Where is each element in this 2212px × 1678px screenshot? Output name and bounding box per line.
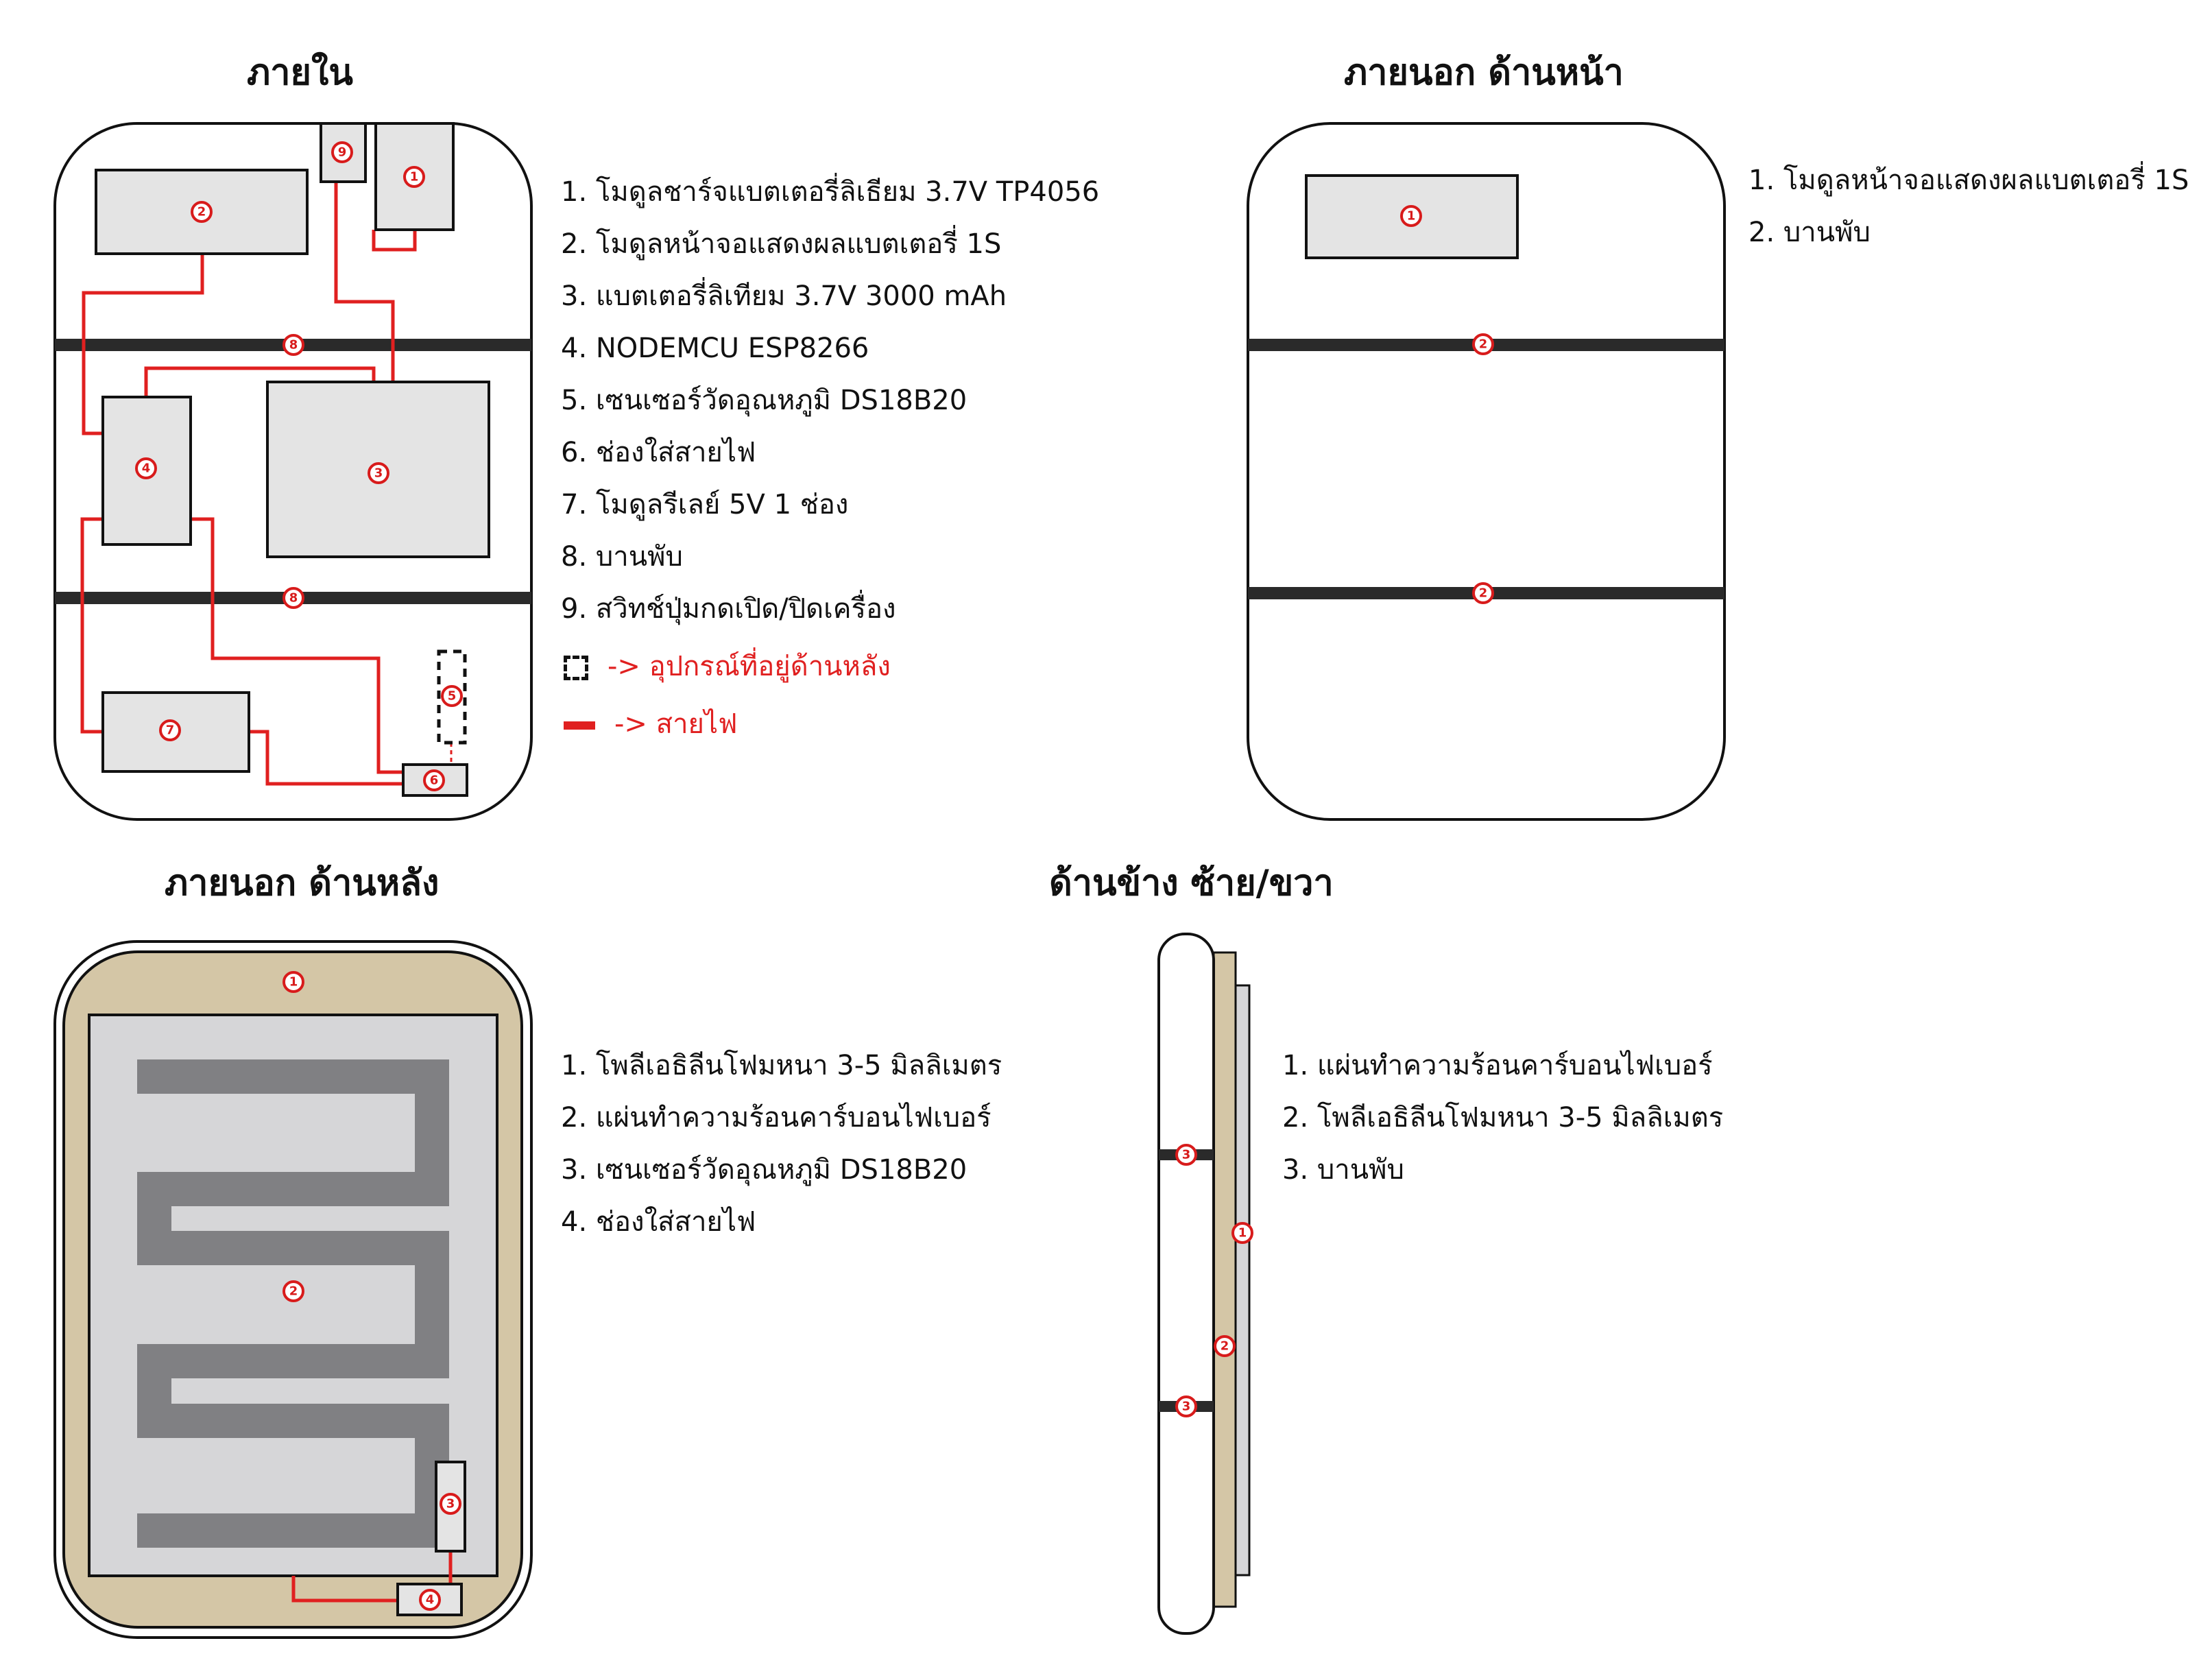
inside-legend-item: 9. สวิทช์ปุ่มกดเปิด/ปิดเครื่อง [561, 593, 896, 625]
inside-legend-item: 6. ช่องใส่สายไฟ [561, 437, 756, 468]
module-3-battery [266, 381, 490, 558]
front-legend: 1. โมดูลหน้าจอแสดงผลแบตเตอรี่ 1S 2. บานพ… [1748, 154, 2189, 259]
side-marker-3-bottom: 3 [1175, 1395, 1197, 1417]
back-legend: 1. โพลีเอธิลีนโฟมหนา 3-5 มิลลิเมตร 2. แผ… [561, 1040, 1002, 1248]
inside-legend: 1. โมดูลชาร์จแบตเตอรี่ลิเธียม 3.7V TP405… [561, 166, 1099, 635]
marker-4-label: 4 [142, 462, 151, 476]
back-marker-2-label: 2 [289, 1284, 298, 1299]
marker-8-top-label: 8 [289, 338, 298, 352]
key-back-device-label: -> อุปกรณ์ที่อยู่ด้านหลัง [608, 651, 891, 682]
back-marker-2: 2 [282, 1280, 304, 1302]
front-marker-1: 1 [1400, 205, 1422, 227]
marker-2: 2 [191, 201, 213, 223]
side-legend: 1. แผ่นทำความร้อนคาร์บอนไฟเบอร์ 2. โพลีเ… [1282, 1040, 1723, 1196]
inside-legend-item: 3. แบตเตอรี่ลิเทียม 3.7V 3000 mAh [561, 280, 1007, 312]
marker-7: 7 [159, 719, 181, 741]
side-case [1157, 933, 1215, 1635]
key-back-device: -> อุปกรณ์ที่อยู่ด้านหลัง [564, 653, 891, 680]
inside-legend-item: 7. โมดูลรีเลย์ 5V 1 ช่อง [561, 489, 849, 520]
inside-legend-item: 4. NODEMCU ESP8266 [561, 333, 869, 364]
marker-4: 4 [135, 457, 157, 479]
front-title: ภายนอก ด้านหน้า [1344, 52, 1624, 93]
marker-9: 9 [331, 141, 353, 163]
marker-5: 5 [441, 685, 463, 707]
front-case [1247, 122, 1726, 821]
side-marker-1: 1 [1231, 1222, 1253, 1244]
front-marker-2-top-label: 2 [1479, 337, 1488, 352]
front-marker-2-top: 2 [1472, 333, 1494, 355]
dashed-square-icon [564, 656, 588, 680]
side-marker-2: 2 [1214, 1335, 1236, 1357]
marker-1-label: 1 [410, 170, 419, 184]
back-wire [291, 1576, 398, 1603]
marker-1: 1 [403, 166, 425, 188]
key-wire: -> สายไฟ [564, 710, 737, 738]
back-legend-item: 2. แผ่นทำความร้อนคาร์บอนไฟเบอร์ [561, 1102, 991, 1134]
marker-8-bottom: 8 [282, 587, 304, 609]
side-legend-item: 3. บานพับ [1282, 1154, 1404, 1186]
back-legend-item: 4. ช่องใส่สายไฟ [561, 1206, 756, 1238]
side-marker-3-bottom-label: 3 [1182, 1400, 1191, 1414]
back-markers: 1 2 3 4 [282, 971, 461, 1611]
marker-7-label: 7 [166, 723, 175, 738]
side-foam-layer [1212, 951, 1237, 1608]
front-legend-item: 2. บานพับ [1748, 217, 1871, 248]
front-marker-1-label: 1 [1407, 209, 1416, 224]
back-title: ภายนอก ด้านหลัง [165, 863, 440, 904]
back-marker-3: 3 [440, 1493, 461, 1515]
side-markers: 3 3 1 2 [1175, 1144, 1253, 1417]
red-wire-icon [564, 721, 595, 730]
back-marker-4-label: 4 [426, 1593, 435, 1607]
front-legend-item: 1. โมดูลหน้าจอแสดงผลแบตเตอรี่ 1S [1748, 165, 2189, 196]
marker-6: 6 [423, 769, 445, 791]
inside-legend-item: 5. เซนเซอร์วัดอุณหภูมิ DS18B20 [561, 385, 967, 416]
inside-legend-item: 8. บานพับ [561, 541, 683, 573]
side-marker-3-top: 3 [1175, 1144, 1197, 1166]
back-marker-1-label: 1 [289, 975, 298, 990]
front-markers: 1 2 2 [1400, 205, 1494, 604]
marker-8-bottom-label: 8 [289, 591, 298, 606]
back-legend-item: 1. โพลีเอธิลีนโฟมหนา 3-5 มิลลิเมตร [561, 1050, 1002, 1081]
back-marker-4: 4 [419, 1589, 441, 1611]
marker-3: 3 [368, 462, 389, 484]
marker-8-top: 8 [282, 334, 304, 356]
side-legend-item: 1. แผ่นทำความร้อนคาร์บอนไฟเบอร์ [1282, 1050, 1713, 1081]
side-marker-2-label: 2 [1221, 1339, 1229, 1354]
inside-markers: 1 2 3 4 5 6 7 8 8 9 [135, 141, 463, 791]
marker-5-label: 5 [448, 689, 457, 704]
inside-legend-item: 1. โมดูลชาร์จแบตเตอรี่ลิเธียม 3.7V TP405… [561, 176, 1100, 208]
side-legend-item: 2. โพลีเอธิลีนโฟมหนา 3-5 มิลลิเมตร [1282, 1102, 1724, 1134]
front-marker-2-bottom: 2 [1472, 582, 1494, 604]
back-heater-trace [137, 1059, 449, 1548]
marker-2-label: 2 [197, 205, 206, 219]
inside-title: ภายใน [247, 52, 353, 93]
back-legend-item: 3. เซนเซอร์วัดอุณหภูมิ DS18B20 [561, 1154, 967, 1186]
marker-9-label: 9 [338, 145, 347, 160]
back-marker-3-label: 3 [446, 1497, 455, 1511]
key-wire-label: -> สายไฟ [614, 708, 738, 740]
side-title: ด้านข้าง ซ้าย/ขวา [1049, 863, 1334, 904]
side-marker-1-label: 1 [1238, 1226, 1247, 1240]
back-marker-1: 1 [282, 971, 304, 993]
front-marker-2-bottom-label: 2 [1479, 586, 1488, 601]
marker-3-label: 3 [374, 466, 383, 481]
side-marker-3-top-label: 3 [1182, 1148, 1191, 1162]
inside-wires [80, 171, 417, 786]
marker-6-label: 6 [430, 774, 439, 788]
inside-legend-item: 2. โมดูลหน้าจอแสดงผลแบตเตอรี่ 1S [561, 228, 1002, 260]
